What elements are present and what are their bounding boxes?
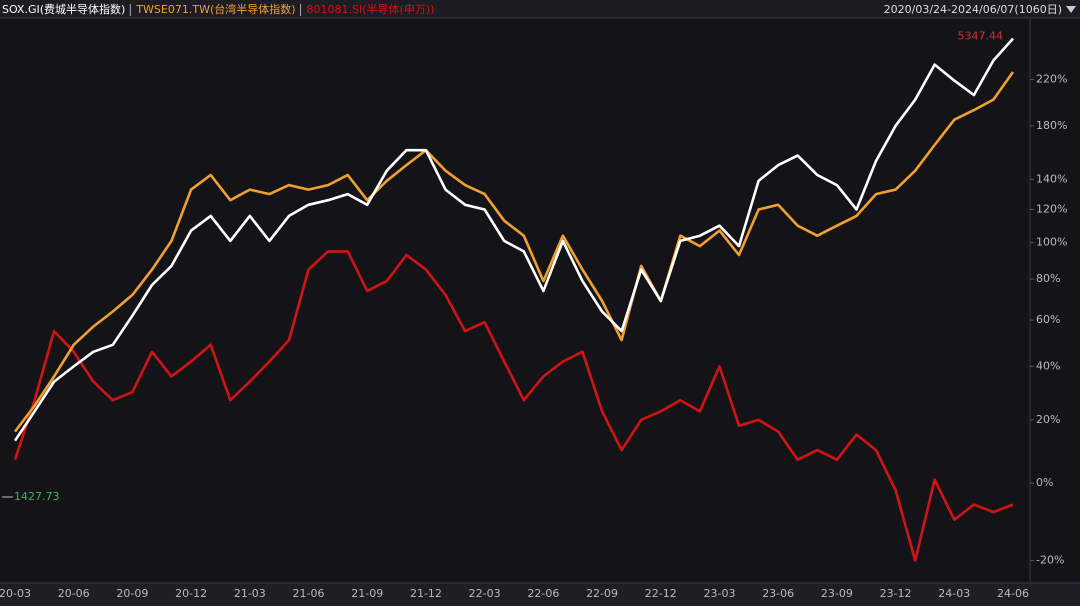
legend-entry[interactable]: SOX.GI(费城半导体指数)	[2, 2, 125, 16]
x-tick-label: 20-03	[0, 587, 31, 600]
y-tick-label: 60%	[1036, 313, 1060, 326]
x-tick-label: 23-03	[703, 587, 735, 600]
legend-bar	[0, 0, 1080, 18]
x-tick-label: 22-03	[469, 587, 501, 600]
x-tick-label: 20-06	[58, 587, 90, 600]
x-tick-label: 23-12	[880, 587, 912, 600]
date-range[interactable]: 2020/03/24-2024/06/07(1060日)	[884, 3, 1062, 16]
x-tick-label: 24-06	[997, 587, 1029, 600]
series-line	[13, 71, 1015, 433]
x-tick-label: 21-03	[234, 587, 266, 600]
series-line	[13, 37, 1014, 442]
y-tick-label: 140%	[1036, 172, 1067, 185]
y-tick-label: 0%	[1036, 476, 1053, 489]
y-tick-label: 180%	[1036, 119, 1067, 132]
x-tick-label: 22-06	[527, 587, 559, 600]
x-tick-label: 22-09	[586, 587, 618, 600]
legend-entry[interactable]: 801081.SI(半导体(申万))	[307, 2, 435, 16]
legend-entry[interactable]: TWSE071.TW(台湾半导体指数)	[135, 2, 295, 16]
x-axis-band	[0, 583, 1080, 606]
y-tick-label: 80%	[1036, 272, 1060, 285]
x-tick-label: 23-06	[762, 587, 794, 600]
x-tick-label: 23-09	[821, 587, 853, 600]
series-line	[13, 250, 1014, 562]
y-tick-label: -20%	[1036, 554, 1064, 567]
y-tick-label: 40%	[1036, 359, 1060, 372]
x-tick-label: 20-09	[116, 587, 148, 600]
max-annotation: 5347.44	[958, 30, 1004, 43]
x-tick-label: 24-03	[938, 587, 970, 600]
y-tick-label: 20%	[1036, 413, 1060, 426]
x-tick-label: 21-09	[351, 587, 383, 600]
x-tick-label: 22-12	[645, 587, 677, 600]
y-tick-label: 120%	[1036, 203, 1067, 216]
x-tick-label: 20-12	[175, 587, 207, 600]
y-tick-label: 220%	[1036, 72, 1067, 85]
min-annotation: 1427.73	[14, 490, 60, 503]
x-tick-label: 21-12	[410, 587, 442, 600]
x-tick-label: 21-06	[293, 587, 325, 600]
y-tick-label: 100%	[1036, 236, 1067, 249]
dropdown-icon[interactable]	[1066, 6, 1076, 13]
